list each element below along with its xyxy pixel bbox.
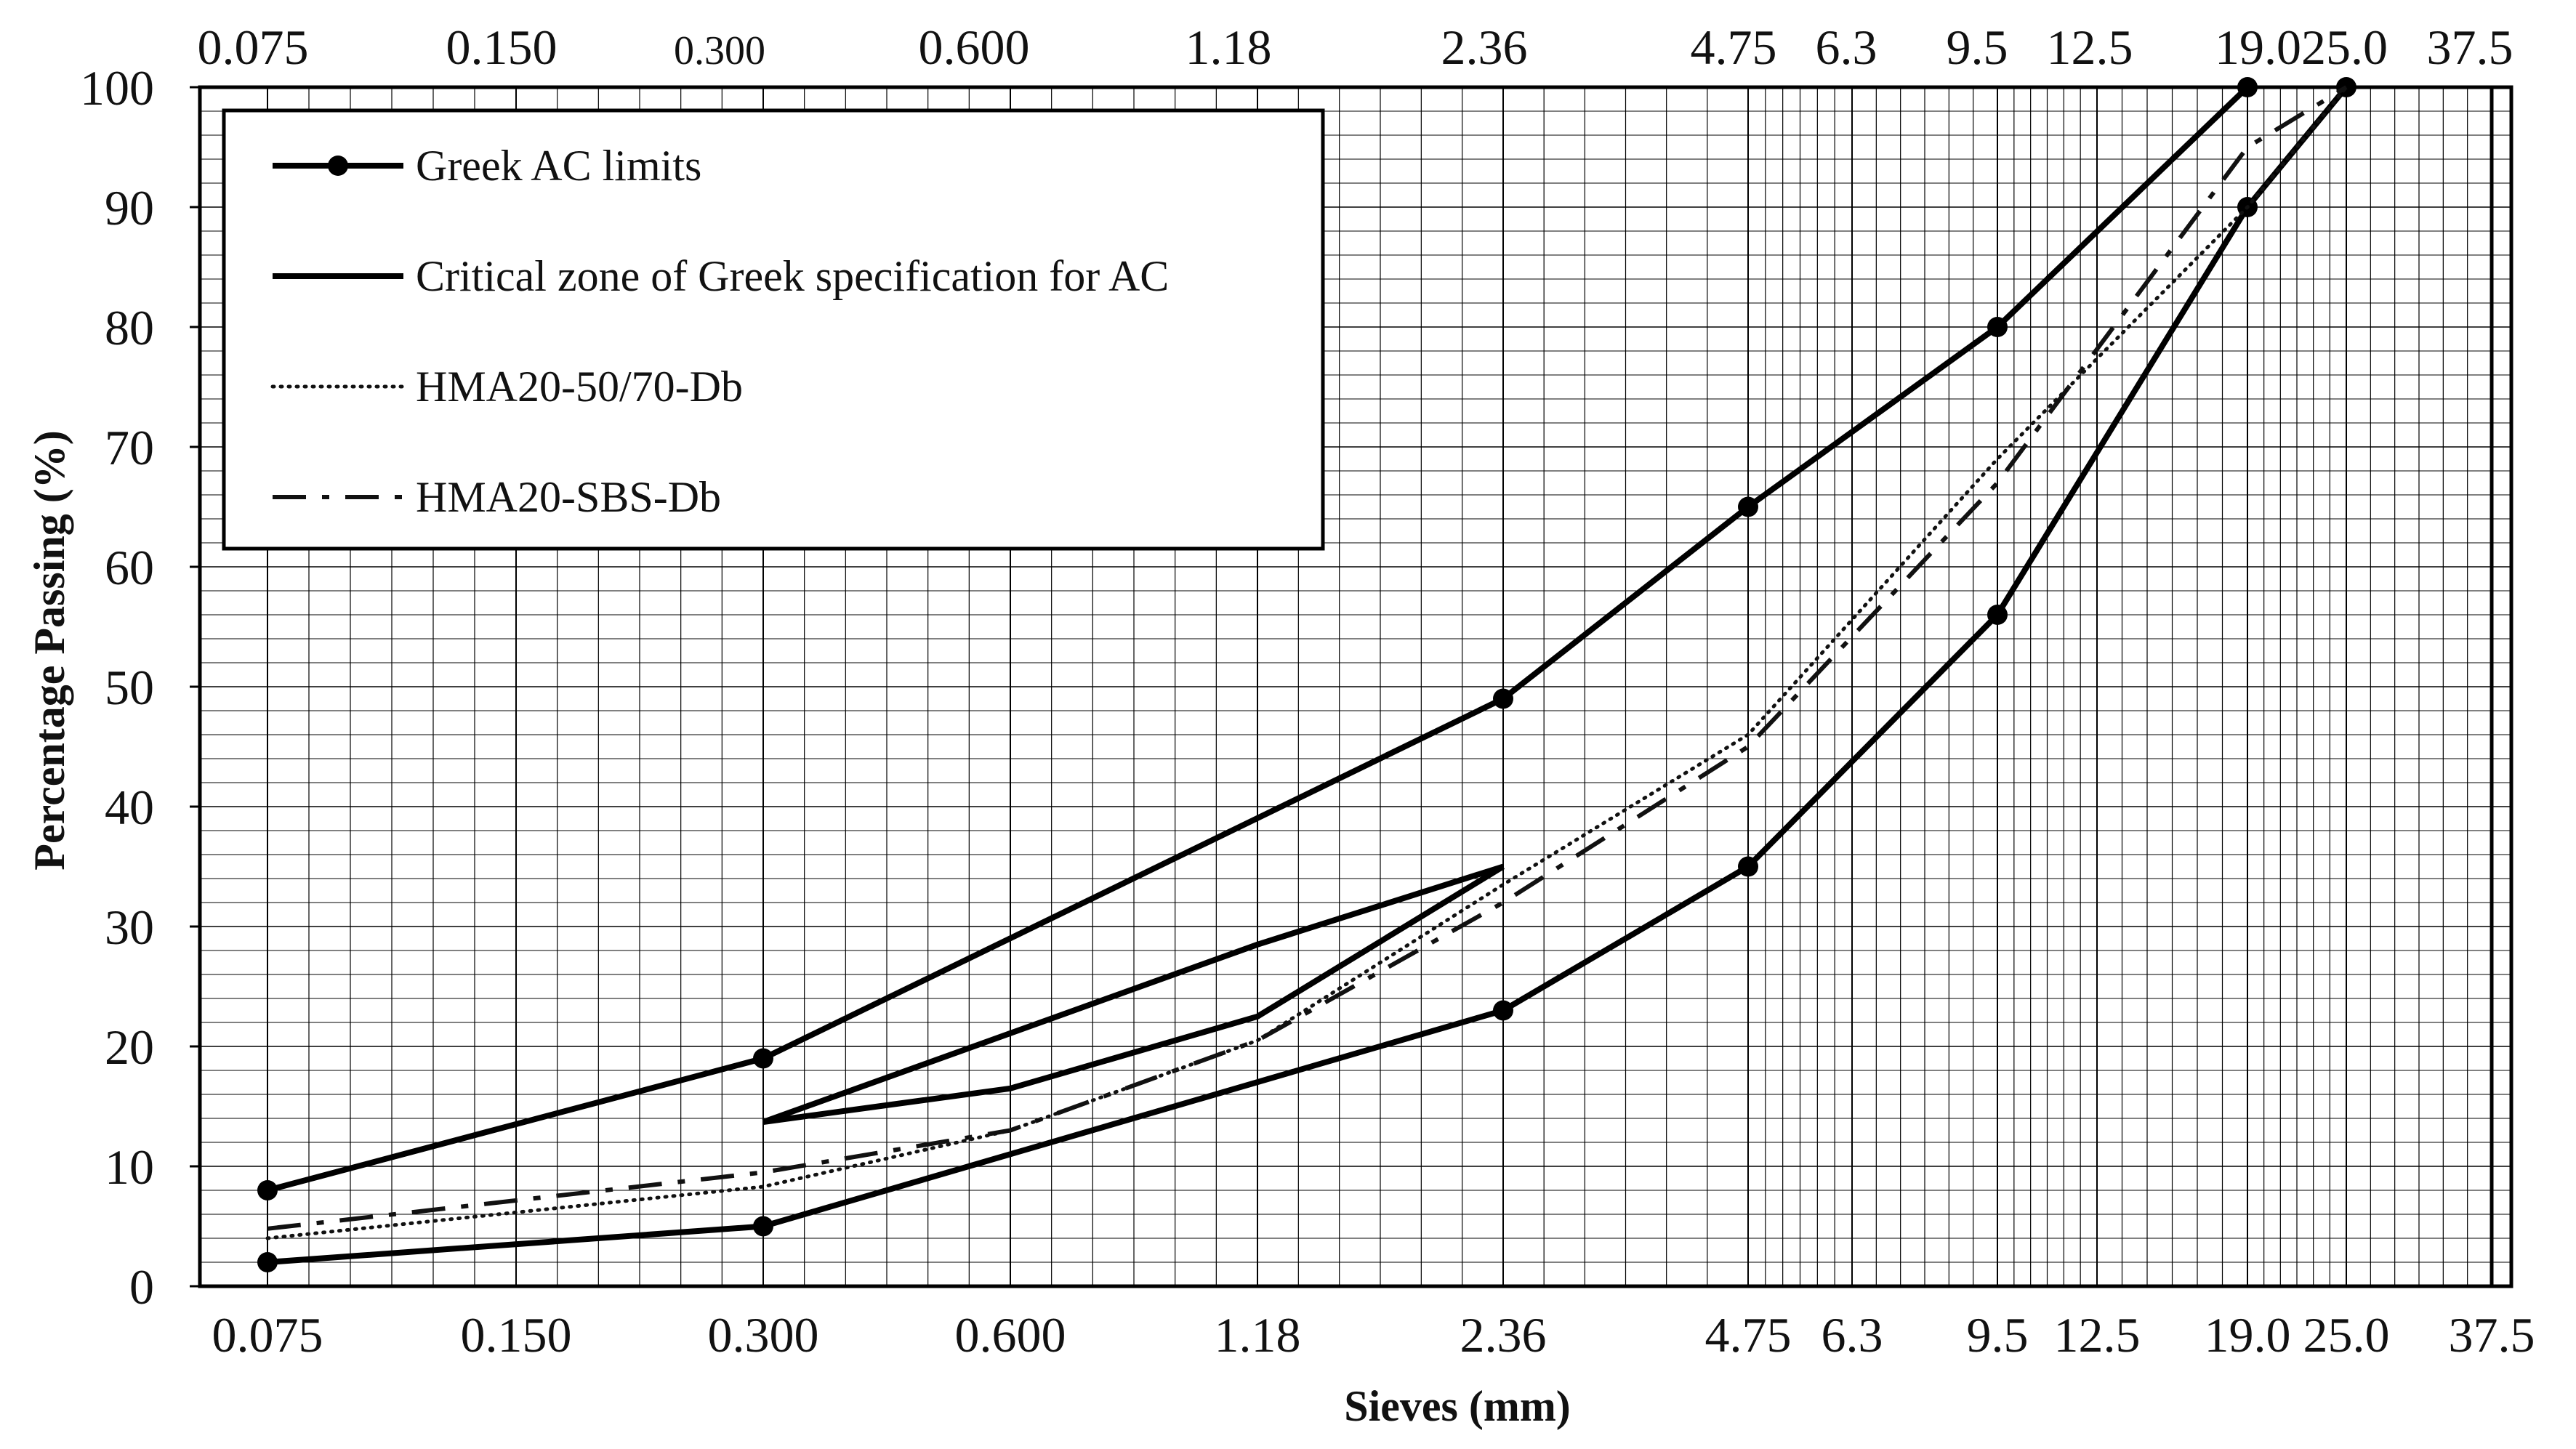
series-marker — [753, 1216, 773, 1237]
series-marker — [1738, 496, 1758, 517]
y-tick-label: 100 — [80, 60, 154, 116]
series-marker — [257, 1180, 278, 1200]
x-tick-label-bottom: 9.5 — [1967, 1307, 2029, 1363]
x-tick-label-top: 0.600 — [919, 20, 1030, 75]
x-tick-label-bottom: 0.300 — [708, 1307, 819, 1363]
legend: Greek AC limits Critical zone of Greek sp… — [222, 108, 1325, 551]
y-tick-labels: 0 10 20 30 40 50 60 70 80 90 100 — [80, 60, 200, 1315]
series-line — [266, 85, 2250, 1193]
x-tick-label-top: 1.18 — [1186, 20, 1272, 75]
x-tick-label-top: 6.3 — [1816, 20, 1877, 75]
x-tick-label-bottom: 0.150 — [461, 1307, 572, 1363]
y-tick-label: 60 — [105, 540, 154, 595]
series-line — [762, 863, 1505, 1125]
series-marker — [753, 1048, 773, 1069]
x-tick-label-bottom: 0.600 — [955, 1307, 1066, 1363]
series — [257, 77, 2356, 1272]
legend-marker — [328, 156, 348, 176]
x-tick-label-top: 0.075 — [198, 20, 309, 75]
series-marker — [1987, 317, 2008, 337]
x-tick-labels-bottom: 0.075 0.150 0.300 0.600 1.18 2.36 4.75 6.3 9.5 12… — [212, 1307, 2535, 1363]
x-tick-label-bottom: 2.36 — [1460, 1307, 1547, 1363]
x-tick-label-top: 4.75 — [1691, 20, 1777, 75]
y-tick-label: 80 — [105, 300, 154, 355]
x-tick-label-top: 0.300 — [674, 28, 765, 73]
y-tick-label: 30 — [105, 900, 154, 955]
x-tick-label-bottom: 37.5 — [2449, 1307, 2535, 1363]
y-tick-label: 10 — [105, 1139, 154, 1195]
x-axis-title: Sieves (mm) — [1344, 1382, 1571, 1430]
legend-label: Critical zone of Greek specification for… — [416, 252, 1169, 300]
series-marker — [257, 1252, 278, 1272]
x-tick-labels-top: 0.075 0.150 0.300 0.600 1.18 2.36 4.75 6.3 9.5 12… — [198, 20, 2513, 75]
y-tick-label: 20 — [105, 1020, 154, 1075]
x-tick-label-bottom: 25.0 — [2303, 1307, 2390, 1363]
x-tick-label-bottom: 4.75 — [1705, 1307, 1792, 1363]
series-line — [267, 85, 2348, 1231]
legend-label: HMA20-SBS-Db — [416, 473, 721, 521]
x-tick-label-top: 12.5 — [2047, 20, 2133, 75]
legend-box — [222, 108, 1325, 551]
x-tick-label-bottom: 0.075 — [212, 1307, 323, 1363]
x-tick-label-top: 9.5 — [1947, 20, 2008, 75]
series-line — [762, 864, 1505, 1125]
x-tick-label-top: 2.36 — [1441, 20, 1528, 75]
series-marker — [1738, 856, 1758, 877]
y-tick-label: 50 — [105, 660, 154, 715]
y-tick-label: 0 — [129, 1259, 154, 1315]
legend-entries: Greek AC limits Critical zone of Greek sp… — [270, 142, 1169, 521]
y-tick-label: 40 — [105, 780, 154, 835]
x-tick-label-bottom: 6.3 — [1822, 1307, 1883, 1363]
x-tick-label-bottom: 1.18 — [1215, 1307, 1301, 1363]
series-marker — [1987, 605, 2008, 625]
series-line — [265, 85, 2348, 1240]
x-tick-label-top: 37.5 — [2427, 20, 2513, 75]
y-tick-label: 90 — [105, 180, 154, 235]
x-tick-label-bottom: 12.5 — [2054, 1307, 2141, 1363]
y-tick-label: 70 — [105, 420, 154, 475]
series-marker — [1493, 688, 1513, 709]
series-marker — [1493, 1000, 1513, 1021]
x-tick-label-top: 19.025.0 — [2215, 20, 2388, 75]
x-tick-label-top: 0.150 — [446, 20, 558, 75]
x-tick-label-bottom: 19.0 — [2205, 1307, 2291, 1363]
series-marker — [2237, 77, 2258, 97]
legend-label: Greek AC limits — [416, 142, 701, 190]
legend-label: HMA20-50/70-Db — [416, 363, 743, 411]
y-axis-title: Percentage Passing (%) — [25, 430, 73, 870]
